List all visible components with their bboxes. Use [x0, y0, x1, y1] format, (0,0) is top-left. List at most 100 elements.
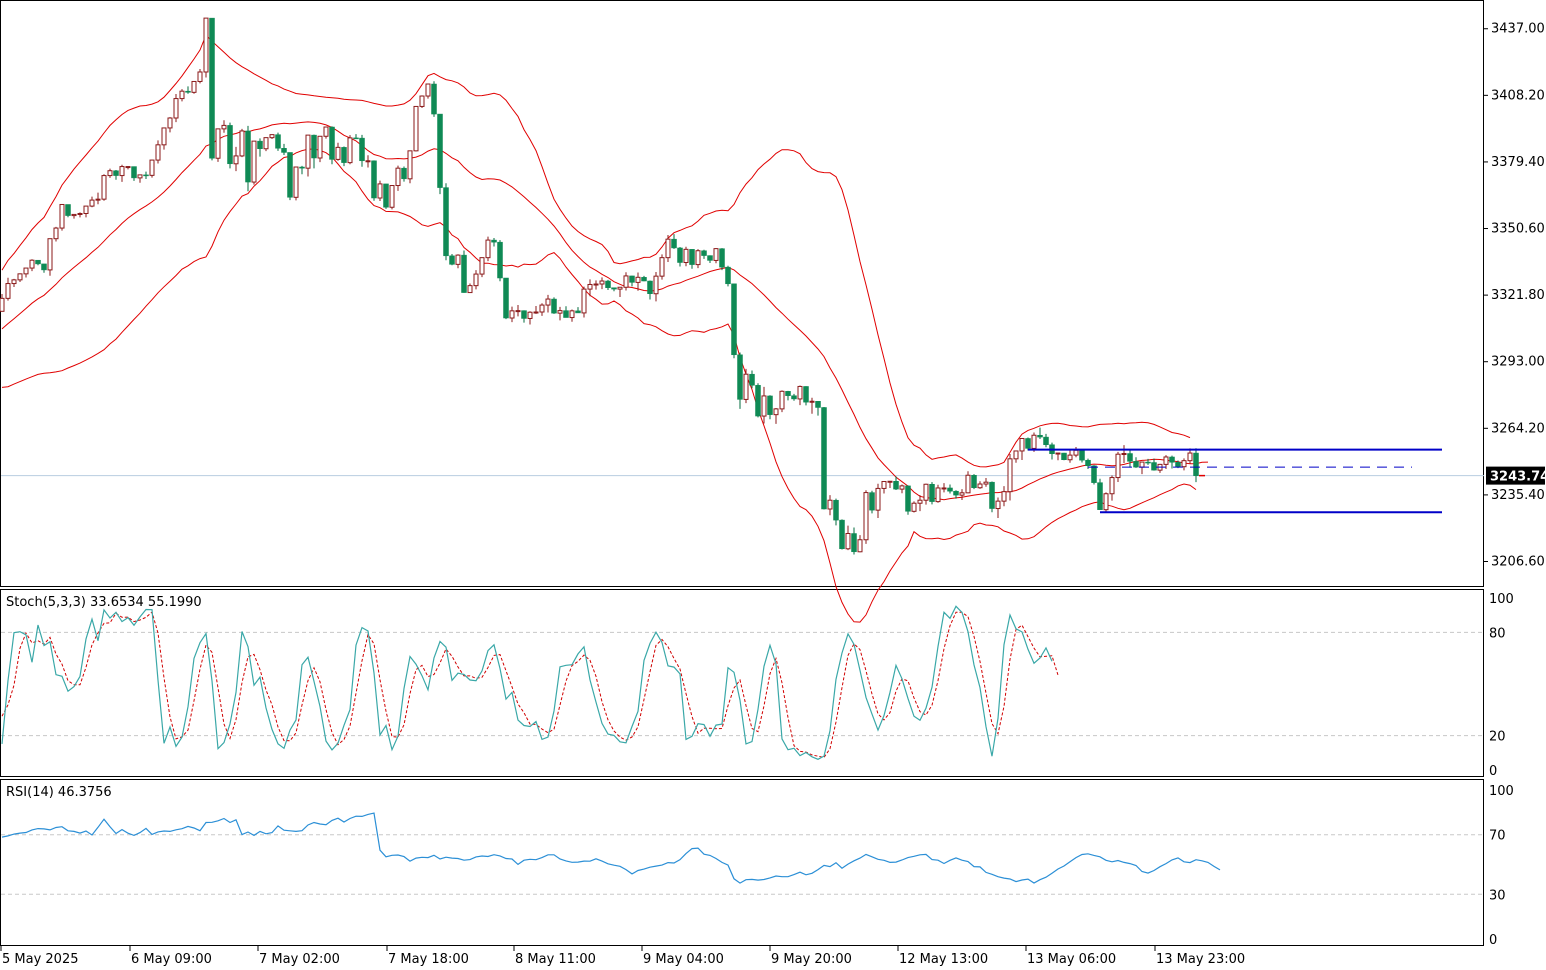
candle-body [797, 385, 803, 400]
candle [1091, 465, 1097, 485]
candle [101, 174, 107, 201]
candle [1187, 448, 1193, 464]
time-tick-label: 13 May 23:00 [1156, 952, 1245, 967]
candle-body [833, 499, 839, 521]
candle-body [89, 199, 95, 207]
candle [353, 134, 359, 140]
current-price-tag: 3243.74 [1486, 466, 1546, 485]
candle [1145, 458, 1151, 465]
candle-body [665, 238, 671, 259]
time-tick-label: 5 May 2025 [2, 952, 79, 967]
candle [299, 165, 305, 175]
candle [959, 489, 965, 500]
candle-body [1139, 461, 1145, 468]
candle [71, 213, 77, 219]
candle-body [845, 533, 851, 550]
candle [1043, 433, 1049, 448]
candle [407, 150, 413, 184]
candle-body [1151, 462, 1157, 471]
candle-body [197, 71, 203, 82]
candle [293, 166, 299, 201]
candle [935, 484, 941, 503]
candle-body [725, 266, 731, 285]
candle [347, 135, 353, 165]
candle-body [371, 160, 377, 199]
candle [1007, 453, 1013, 501]
candle [635, 272, 641, 291]
candle-body [611, 287, 617, 290]
bollinger-upper-band [1, 34, 1191, 468]
candle-body [947, 487, 953, 492]
candle-body [1091, 465, 1097, 483]
candle-body [503, 277, 509, 319]
candle [533, 305, 539, 314]
candle [863, 490, 869, 544]
time-tick-label: 7 May 02:00 [259, 952, 340, 967]
candle-body [209, 17, 215, 159]
candle [737, 352, 743, 409]
candle-body [905, 485, 911, 512]
candle [833, 498, 839, 526]
candle [1109, 475, 1115, 501]
candle-body [785, 391, 791, 396]
candle-body [347, 137, 353, 164]
candle [11, 278, 17, 288]
candle [215, 128, 221, 162]
candle-body [773, 408, 779, 416]
candle [1067, 450, 1073, 463]
candle-body [917, 499, 923, 504]
price-tick-label: 3437.00 [1491, 22, 1545, 37]
candle-body [737, 354, 743, 400]
candle [1097, 478, 1103, 510]
candle [0, 293, 5, 312]
candle [845, 525, 851, 551]
candle-body [131, 166, 137, 179]
candle [989, 481, 995, 513]
candle [905, 485, 911, 515]
candle [563, 306, 569, 318]
candle [995, 497, 1001, 519]
candle-body [287, 152, 293, 198]
candle [317, 135, 323, 163]
candle [983, 478, 989, 487]
candle [689, 249, 695, 269]
time-tick-label: 6 May 09:00 [131, 952, 212, 967]
candle [1133, 457, 1139, 468]
candle [35, 259, 41, 266]
candle-body [599, 280, 605, 285]
candle-body [389, 185, 395, 208]
candle [1001, 486, 1007, 507]
candle-body [749, 373, 755, 386]
rsi-tick-label: 30 [1489, 888, 1506, 903]
candle [437, 113, 443, 195]
candle [419, 95, 425, 109]
candle [797, 385, 803, 406]
candle [89, 196, 95, 208]
candle-body [1163, 456, 1169, 465]
candle [617, 286, 623, 297]
candle [23, 267, 29, 278]
candle [485, 236, 491, 262]
candle-body [515, 310, 521, 313]
candle-body [977, 483, 983, 489]
candle [581, 286, 587, 318]
candle-body [1187, 452, 1193, 462]
candle [857, 535, 863, 553]
candle-body [995, 500, 1001, 510]
candle-body [935, 487, 941, 503]
candle [611, 287, 617, 292]
time-tick-label: 9 May 20:00 [771, 952, 852, 967]
price-tag-box [1486, 466, 1545, 485]
candle [377, 180, 383, 202]
candle-body [365, 160, 371, 163]
candle-body [557, 310, 563, 314]
candle [365, 155, 371, 168]
candle-body [35, 259, 41, 265]
candle-body [203, 17, 209, 73]
candle [695, 249, 701, 269]
candle-body [971, 474, 977, 488]
candle [929, 482, 935, 505]
rsi-pane-frame [0, 779, 1484, 946]
candle-body [653, 275, 659, 295]
candle-body [245, 130, 251, 183]
